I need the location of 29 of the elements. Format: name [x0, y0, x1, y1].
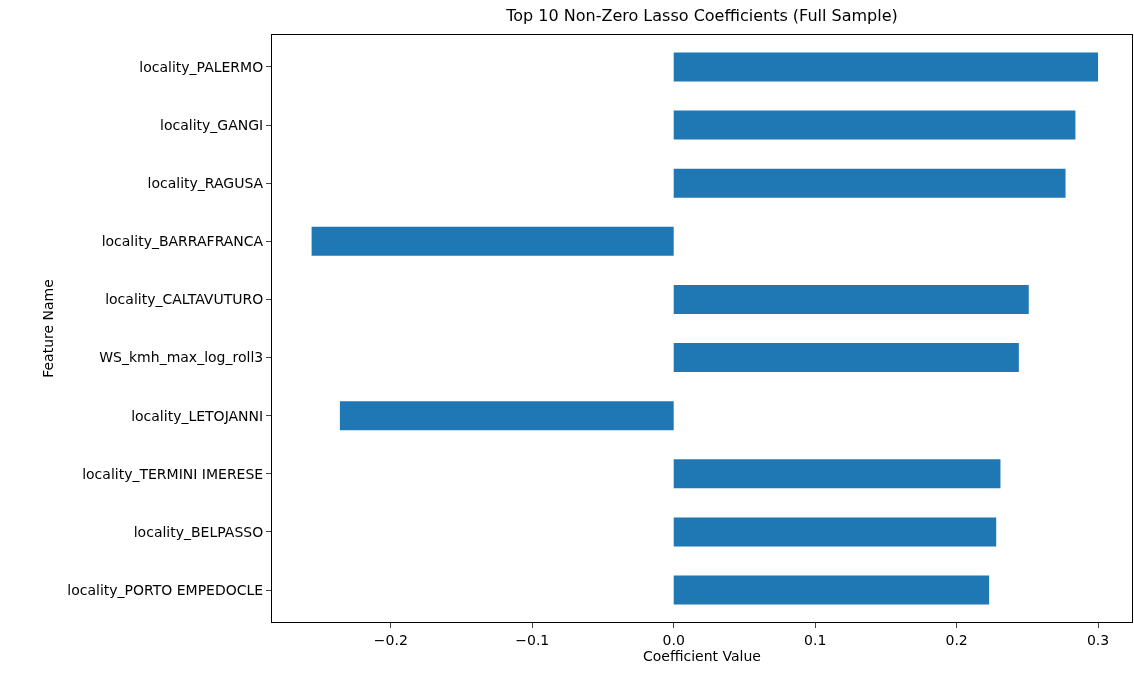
- x-tick-label: 0.3: [1086, 631, 1110, 648]
- bar: [339, 401, 674, 431]
- y-tick-label: locality_RAGUSA: [147, 175, 264, 192]
- y-tick-label: locality_CALTAVUTURO: [105, 291, 264, 308]
- bar: [673, 459, 1001, 489]
- y-tick-label: locality_PORTO EMPEDOCLE: [67, 581, 264, 598]
- bar: [673, 284, 1029, 314]
- y-tick-label: locality_BARRAFRANCA: [101, 233, 264, 250]
- y-tick-label: locality_TERMINI IMERESE: [82, 465, 264, 482]
- bar: [311, 226, 674, 256]
- x-tick-label: 0.1: [804, 631, 827, 648]
- bar: [673, 168, 1066, 198]
- bar: [673, 517, 997, 547]
- x-axis-title: Coefficient Value: [643, 648, 761, 665]
- x-tick-label: −0.1: [515, 631, 550, 648]
- y-tick-label: locality_BELPASSO: [133, 523, 264, 540]
- y-tick-label: locality_LETOJANNI: [131, 407, 264, 424]
- y-tick-label: locality_PALERMO: [139, 58, 264, 75]
- chart-title: Top 10 Non-Zero Lasso Coefficients (Full Sample): [505, 6, 898, 26]
- x-tick-label: 0.2: [945, 631, 968, 648]
- y-axis-title: Feature Name: [39, 279, 56, 378]
- bar: [673, 110, 1076, 140]
- y-tick-label: WS_kmh_max_log_roll3: [99, 349, 264, 366]
- y-tick-label: locality_GANGI: [160, 116, 264, 133]
- x-tick-label: −0.2: [373, 631, 408, 648]
- bar: [673, 343, 1019, 373]
- x-tick-label: 0.0: [662, 631, 685, 648]
- bar: [673, 52, 1099, 82]
- bar: [673, 575, 990, 605]
